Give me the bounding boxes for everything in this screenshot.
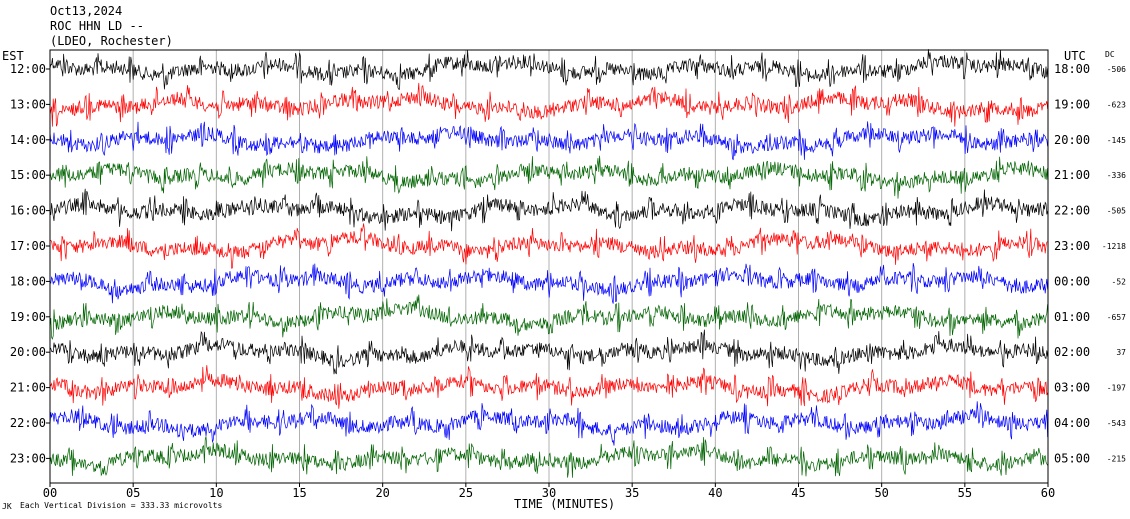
est-row-label: 16:00 [10,204,46,218]
dc-offset-label: -336 [1107,171,1126,180]
x-tick-label: 25 [459,486,473,500]
utc-row-label: 23:00 [1054,239,1090,253]
trace-blue [49,401,1048,446]
trace-red [49,365,1048,409]
utc-row-label: 02:00 [1054,345,1090,359]
trace-black [49,49,1048,90]
est-row-label: 17:00 [10,239,46,253]
dc-offset-label: -623 [1107,100,1126,109]
utc-row-label: 00:00 [1054,274,1090,288]
utc-row-label: 04:00 [1054,416,1090,430]
est-row-label: 13:00 [10,97,46,111]
dc-offset-label: -1218 [1102,242,1126,251]
dc-offset-label: -506 [1107,65,1126,74]
dc-offset-label: -657 [1107,313,1126,322]
dc-offset-label: -543 [1107,419,1126,428]
trace-blue [49,121,1048,161]
est-row-label: 21:00 [10,381,46,395]
est-row-label: 22:00 [10,416,46,430]
time-gridlines [132,50,966,483]
x-tick-label: 15 [292,486,306,500]
est-row-label: 19:00 [10,310,46,324]
x-tick-label: 35 [625,486,639,500]
header-station: ROC HHN LD -- [50,19,144,33]
x-tick-label: 45 [791,486,805,500]
utc-row-label: 03:00 [1054,381,1090,395]
est-row-label: 14:00 [10,133,46,147]
utc-row-label: 05:00 [1054,451,1090,465]
utc-row-label: 18:00 [1054,62,1090,76]
est-axis-label: EST [2,49,24,63]
dc-offset-label: -52 [1112,277,1127,286]
utc-row-label: 21:00 [1054,168,1090,182]
x-tick-label: 30 [542,486,556,500]
dc-offset-label: 37 [1116,348,1126,357]
trace-green [49,155,1048,199]
x-tick-label: 50 [874,486,888,500]
trace-red [49,82,1048,127]
dc-offset-label: -197 [1107,384,1126,393]
scale-note: Each Vertical Division = 333.33 microvol… [20,501,222,510]
x-tick-label: 20 [375,486,389,500]
est-row-label: 15:00 [10,168,46,182]
header-date: Oct13,2024 [50,4,122,18]
est-row-label: 12:00 [10,62,46,76]
est-row-label: 23:00 [10,451,46,465]
x-tick-label: 00 [43,486,57,500]
x-axis-title: TIME (MINUTES) [514,497,615,511]
corner-mark: JK [2,502,12,511]
trace-blue [49,263,1048,304]
dc-offset-label: -505 [1107,207,1126,216]
trace-green [49,294,1048,340]
utc-axis-label: UTC [1064,49,1086,63]
utc-row-label: 01:00 [1054,310,1090,324]
trace-green [49,436,1048,478]
est-row-label: 18:00 [10,274,46,288]
trace-red [49,223,1048,269]
x-tick-label: 05 [126,486,140,500]
row-labels: 12:00 18:00 -506 13:00 19:00 -623 14:00 20:00 -1… [10,62,1126,465]
trace-black [49,329,1048,375]
utc-row-label: 19:00 [1054,97,1090,111]
x-tick-labels: 00 05 10 15 20 25 30 35 40 45 50 55 60 [43,483,1055,500]
trace-black [49,188,1048,232]
x-tick-label: 55 [958,486,972,500]
dc-offset-label: -145 [1107,136,1126,145]
utc-row-label: 20:00 [1054,133,1090,147]
seismic-traces [49,49,1048,478]
dc-offset-label: -215 [1107,454,1126,463]
utc-row-label: 22:00 [1054,204,1090,218]
x-tick-label: 10 [209,486,223,500]
header-network: (LDEO, Rochester) [50,34,173,48]
x-tick-label: 60 [1041,486,1055,500]
est-row-label: 20:00 [10,345,46,359]
x-tick-label: 40 [708,486,722,500]
dc-label: DC [1105,50,1115,59]
